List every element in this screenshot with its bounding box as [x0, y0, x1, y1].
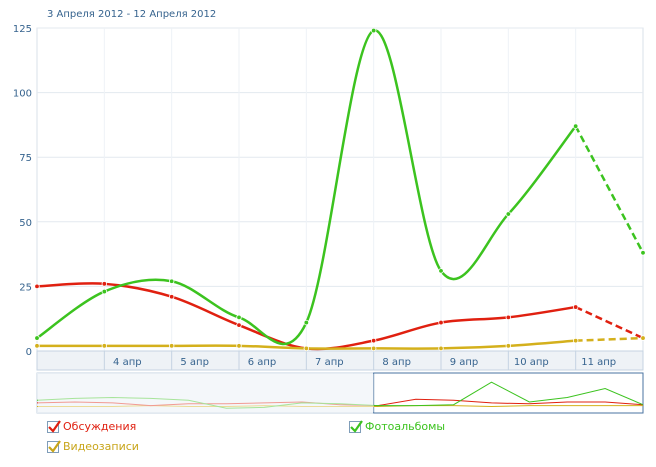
data-point: [168, 278, 175, 284]
x-tick-label: 4 апр: [113, 357, 142, 368]
checkmark-icon: [48, 439, 61, 453]
data-point: [236, 314, 242, 321]
series-line-1: [36, 29, 577, 346]
data-point: [236, 322, 242, 328]
x-tick-label: 9 апр: [450, 357, 479, 368]
data-point: [34, 335, 40, 341]
legend-label: Фотоальбомы: [365, 420, 446, 433]
legend-item-discussions[interactable]: Обсуждения: [47, 419, 137, 433]
data-point: [168, 294, 175, 300]
data-point: [505, 211, 512, 217]
series-line-forecast-1: [574, 125, 645, 254]
data-point: [101, 343, 108, 349]
data-point: [370, 27, 377, 34]
date-range: 3 Апреля 2012 - 12 Апреля 2012: [47, 9, 217, 20]
data-point: [101, 281, 108, 287]
checkbox[interactable]: [349, 419, 363, 433]
checkbox[interactable]: [47, 419, 61, 433]
x-tick-label: 7 апр: [315, 357, 344, 368]
x-tick-label: 5 апр: [180, 357, 209, 368]
data-point: [303, 319, 310, 326]
x-axis-band: [36, 350, 644, 371]
navigator-fade: [38, 374, 374, 412]
data-point: [236, 343, 242, 349]
data-point: [34, 343, 40, 349]
data-point: [572, 123, 579, 129]
data-point: [438, 268, 444, 274]
checkbox[interactable]: [47, 439, 61, 453]
legend-label: Видеозаписи: [63, 440, 139, 453]
data-point: [303, 345, 310, 352]
x-tick-label: 10 апр: [514, 357, 549, 368]
legend-item-videos[interactable]: Видеозаписи: [47, 439, 139, 453]
y-tick-label: 100: [13, 89, 32, 100]
y-tick-label: 50: [19, 218, 32, 229]
plot-area: [36, 27, 644, 352]
data-point: [438, 319, 444, 326]
legend-label: Обсуждения: [63, 420, 137, 433]
y-tick-label: 25: [19, 282, 32, 293]
navigator-selection: [373, 372, 644, 414]
data-point: [505, 343, 512, 349]
y-tick-label: 75: [19, 153, 32, 164]
data-point: [438, 345, 444, 352]
data-point: [572, 304, 579, 310]
data-point: [640, 250, 646, 256]
data-point: [572, 337, 579, 344]
data-point: [370, 337, 377, 344]
data-point: [168, 343, 175, 349]
x-tick-label: 11 апр: [581, 357, 616, 368]
data-point: [505, 314, 512, 321]
checkmark-icon: [350, 419, 363, 433]
y-tick-label: 0: [26, 347, 32, 358]
data-point: [34, 283, 40, 290]
series-line-forecast-0: [575, 305, 644, 340]
legend-item-photo-albums[interactable]: Фотоальбомы: [349, 419, 446, 433]
series-line-forecast-2: [575, 336, 644, 342]
data-point: [101, 288, 108, 295]
checkmark-icon: [48, 419, 61, 433]
data-point: [640, 335, 646, 341]
y-tick-label: 125: [13, 24, 32, 35]
data-point: [370, 345, 377, 352]
x-tick-label: 8 апр: [382, 357, 411, 368]
x-tick-label: 6 апр: [248, 357, 277, 368]
